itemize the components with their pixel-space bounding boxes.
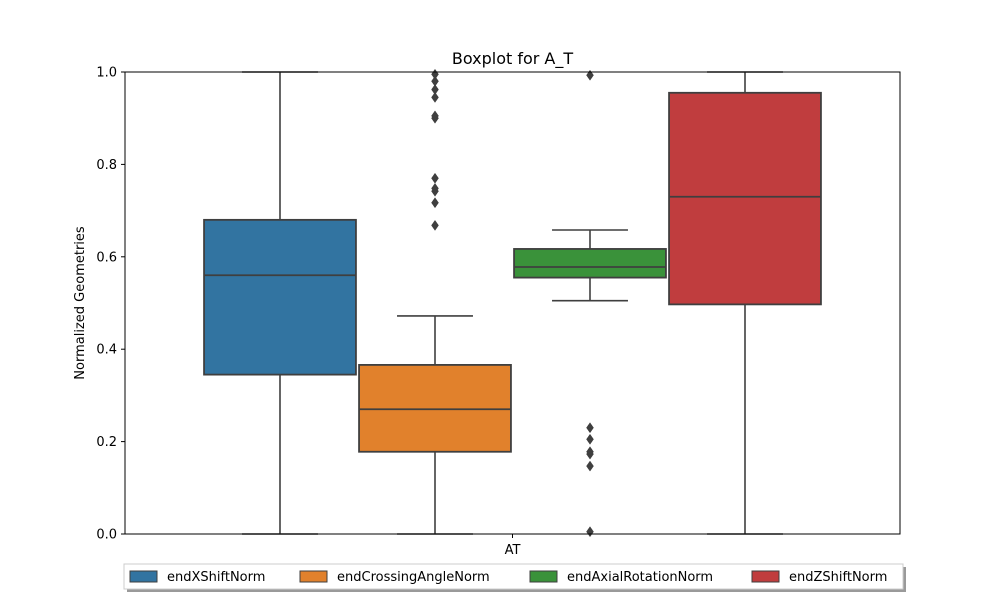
outlier-point-endaxialrotationnorm: [586, 446, 594, 458]
legend-label-endxshiftnorm: endXShiftNorm: [167, 570, 265, 585]
legend-swatch-endzshiftnorm: [751, 570, 780, 583]
y-tick-label: 0.4: [96, 343, 117, 358]
outlier-point-endcrossinganglenorm: [431, 68, 439, 80]
outlier-point-endcrossinganglenorm: [431, 197, 439, 209]
outlier-point-endaxialrotationnorm: [586, 422, 594, 434]
y-tick-label: 1.0: [96, 66, 117, 81]
y-tick-label: 0.6: [96, 250, 117, 265]
box-endcrossinganglenorm: [358, 364, 512, 453]
box-endaxialrotationnorm: [513, 248, 667, 279]
outlier-point-endcrossinganglenorm: [431, 219, 439, 231]
legend-swatch-endaxialrotationnorm: [529, 570, 558, 583]
box-endxshiftnorm: [203, 218, 357, 376]
outlier-point-endcrossinganglenorm: [431, 182, 439, 194]
outlier-point-endaxialrotationnorm: [586, 69, 594, 81]
y-axis-label: Normalized Geometries: [73, 226, 88, 380]
legend-swatch-endcrossinganglenorm: [299, 570, 328, 583]
chart-title: Boxplot for A_T: [452, 49, 574, 69]
outlier-point-endcrossinganglenorm: [431, 75, 439, 87]
x-tick-label: AT: [505, 543, 521, 558]
outlier-point-endaxialrotationnorm: [586, 460, 594, 472]
outlier-point-endaxialrotationnorm: [586, 433, 594, 445]
legend-label-endaxialrotationnorm: endAxialRotationNorm: [567, 570, 713, 585]
outlier-point-endcrossinganglenorm: [431, 110, 439, 122]
outlier-point-endaxialrotationnorm: [586, 526, 594, 538]
y-tick-label: 0.2: [96, 435, 117, 450]
y-tick-label: 0.0: [96, 528, 117, 543]
outlier-point-endcrossinganglenorm: [431, 172, 439, 184]
legend-swatch-endxshiftnorm: [129, 570, 158, 583]
outlier-point-endcrossinganglenorm: [431, 84, 439, 95]
outlier-point-endcrossinganglenorm: [431, 91, 439, 103]
y-tick-label: 0.8: [96, 158, 117, 173]
box-endzshiftnorm: [668, 91, 822, 306]
legend-label-endcrossinganglenorm: endCrossingAngleNorm: [337, 570, 490, 585]
legend-label-endzshiftnorm: endZShiftNorm: [789, 570, 887, 585]
